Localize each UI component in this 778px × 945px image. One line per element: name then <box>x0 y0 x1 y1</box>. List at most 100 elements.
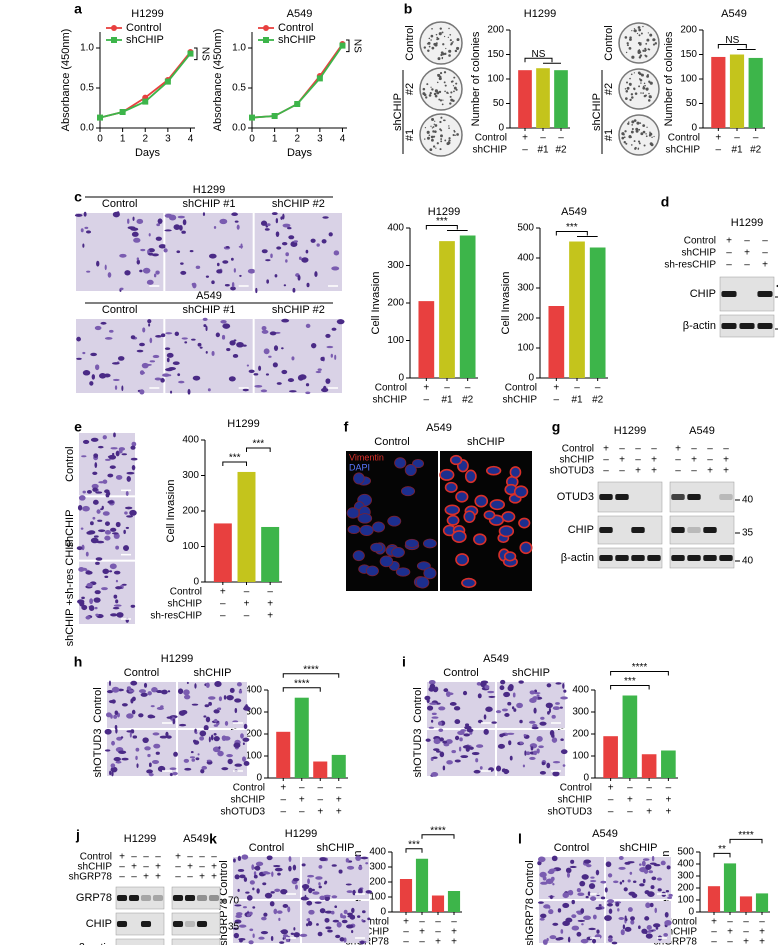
colony <box>648 92 650 95</box>
stained-cell <box>307 878 310 885</box>
stained-cell <box>199 346 203 349</box>
annotation: NS <box>532 49 546 60</box>
stained-cell <box>249 880 255 885</box>
cell <box>346 507 360 519</box>
stained-cell <box>262 882 267 886</box>
stained-cell <box>124 270 131 276</box>
stained-cell <box>592 914 597 920</box>
condition-mark: – <box>675 466 681 477</box>
stained-cell <box>430 772 439 777</box>
colony <box>625 97 628 100</box>
stained-cell <box>357 888 363 895</box>
row-label: #2 <box>603 83 615 95</box>
stained-cell <box>462 690 468 696</box>
row-label: #1 <box>404 129 416 141</box>
image-title: A549 <box>196 290 222 302</box>
bar <box>641 754 657 778</box>
stained-cell <box>540 716 545 720</box>
condition-mark: + <box>619 455 625 466</box>
stained-cell <box>552 771 560 777</box>
stained-cell <box>639 883 645 887</box>
condition-mark: – <box>734 133 740 144</box>
legend-label: shCHIP <box>126 34 164 46</box>
stained-cell <box>549 868 557 872</box>
stained-cell <box>325 926 332 930</box>
cell <box>485 465 502 476</box>
condition-mark: + <box>522 133 528 144</box>
colony <box>440 116 443 119</box>
stained-cell <box>138 713 144 718</box>
group-label: shCHIP <box>591 93 603 131</box>
annotation: NS <box>725 35 739 46</box>
stained-cell <box>150 715 156 719</box>
stained-cell <box>81 455 87 458</box>
stained-cell <box>107 500 114 504</box>
stained-cell <box>89 381 94 386</box>
y-tick-label: 300 <box>517 283 534 294</box>
stained-cell <box>107 272 112 278</box>
colony <box>643 144 646 147</box>
stained-cell <box>306 282 310 288</box>
colony <box>633 30 635 32</box>
bracket <box>282 673 340 678</box>
stained-cell <box>122 545 130 552</box>
stained-cell <box>189 249 194 253</box>
y-tick-label: 200 <box>517 313 534 324</box>
condition-name: Control <box>560 783 592 794</box>
y-tick-label: 300 <box>245 707 262 718</box>
colony <box>628 47 632 50</box>
stained-cell <box>112 606 120 610</box>
y-tick-label: 400 <box>572 685 589 696</box>
condition-name: Control <box>233 783 265 794</box>
colony <box>628 121 630 123</box>
y-tick-label: 0.5 <box>232 83 246 94</box>
panel-label: a <box>74 1 82 17</box>
stained-cell <box>191 338 196 341</box>
stained-cell <box>140 248 146 252</box>
stained-cell <box>287 378 295 383</box>
stained-cell <box>346 890 353 894</box>
blot-strip <box>115 886 165 910</box>
colony <box>429 91 432 95</box>
colony-plate <box>618 114 660 156</box>
y-tick-label: 0 <box>193 577 199 588</box>
condition-mark: – <box>220 599 226 610</box>
stained-cell <box>152 354 160 359</box>
colony <box>452 85 455 87</box>
condition-name: shGRP78 <box>654 937 698 945</box>
column-label: Control <box>124 667 159 679</box>
stained-cell <box>304 894 307 901</box>
row-label: Control <box>524 860 536 895</box>
stained-cell <box>432 756 438 760</box>
stained-cell <box>233 858 236 863</box>
stained-cell <box>560 749 568 755</box>
stained-cell <box>559 706 563 709</box>
bar <box>313 761 328 778</box>
colony <box>440 51 444 55</box>
colony <box>451 80 454 83</box>
colony <box>640 82 642 84</box>
stained-cell <box>77 504 83 511</box>
colony <box>427 41 431 45</box>
stained-cell <box>365 862 369 865</box>
colony <box>624 88 627 90</box>
x-tick-label: 3 <box>317 134 323 145</box>
condition-mark: – <box>244 587 250 598</box>
cell <box>449 454 463 466</box>
stained-cell <box>477 693 482 699</box>
colony <box>428 37 431 40</box>
size-marker: 35 <box>742 528 754 539</box>
blot-title: A549 <box>183 833 209 845</box>
y-tick-label: 0.0 <box>232 123 246 134</box>
stained-cell <box>499 685 505 691</box>
stained-cell <box>85 615 91 620</box>
stained-cell <box>163 248 168 253</box>
stained-cell <box>346 865 355 870</box>
colony <box>438 90 441 93</box>
y-tick-label: 300 <box>387 260 404 271</box>
blot-band <box>721 291 737 297</box>
stained-cell <box>132 735 138 739</box>
column-label: Control <box>443 667 478 679</box>
stained-cell <box>360 940 365 945</box>
size-marker: 40 <box>742 556 754 567</box>
